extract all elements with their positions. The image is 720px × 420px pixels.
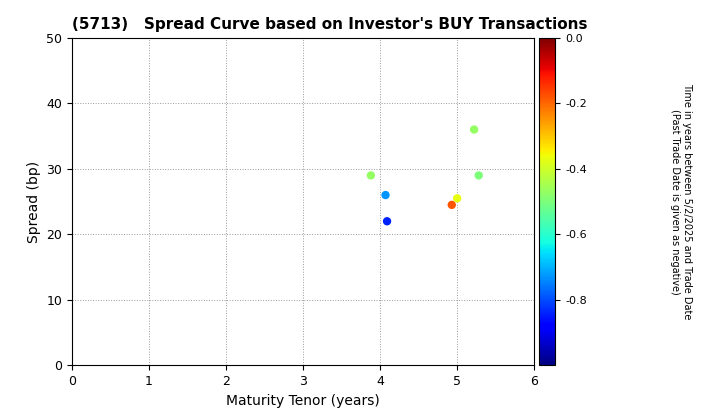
Point xyxy=(379,192,391,198)
Y-axis label: Spread (bp): Spread (bp) xyxy=(27,160,41,243)
X-axis label: Maturity Tenor (years): Maturity Tenor (years) xyxy=(226,394,380,408)
Point xyxy=(446,202,457,208)
Text: (5713)   Spread Curve based on Investor's BUY Transactions: (5713) Spread Curve based on Investor's … xyxy=(72,18,588,32)
Point xyxy=(382,218,393,225)
Point xyxy=(468,126,480,133)
Point xyxy=(365,172,377,179)
Point xyxy=(451,195,463,202)
Point xyxy=(473,172,485,179)
Y-axis label: Time in years between 5/2/2025 and Trade Date
(Past Trade Date is given as negat: Time in years between 5/2/2025 and Trade… xyxy=(670,84,692,320)
